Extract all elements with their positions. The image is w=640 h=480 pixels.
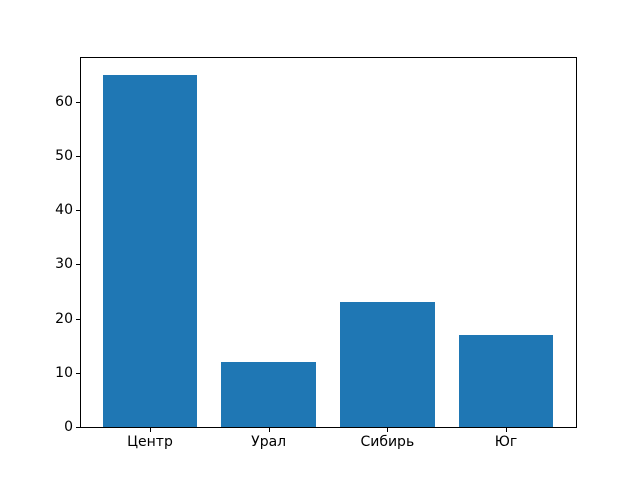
x-tick-mark-0 [150, 428, 151, 432]
y-tick-label-2: 20 [55, 310, 73, 327]
x-tick-mark-1 [268, 428, 270, 432]
x-tick-label-3: Юг [494, 434, 518, 450]
y-tick-mark-5 [76, 155, 80, 157]
x-tick-mark-3 [505, 428, 507, 432]
x-tick-label-1: Урал [251, 434, 287, 450]
y-tick-mark-1 [76, 372, 80, 374]
bar-3 [458, 334, 554, 427]
x-tick-mark-2 [387, 428, 389, 432]
bar-0 [102, 74, 198, 427]
y-tick-label-0: 0 [64, 419, 73, 435]
y-tick-mark-0 [76, 427, 80, 428]
y-tick-label-4: 40 [55, 202, 73, 219]
x-tick-label-2: Сибирь [360, 434, 415, 450]
y-tick-mark-3 [76, 264, 80, 266]
y-tick-mark-6 [76, 101, 80, 103]
y-tick-mark-4 [76, 210, 80, 212]
y-tick-label-3: 30 [55, 256, 73, 273]
y-tick-label-5: 50 [55, 147, 73, 164]
y-tick-label-6: 60 [55, 93, 73, 110]
y-tick-mark-2 [76, 318, 80, 320]
y-tick-label-1: 10 [55, 364, 73, 381]
x-tick-label-0: Центр [127, 434, 173, 450]
bar-1 [221, 361, 317, 427]
bar-2 [339, 302, 435, 427]
